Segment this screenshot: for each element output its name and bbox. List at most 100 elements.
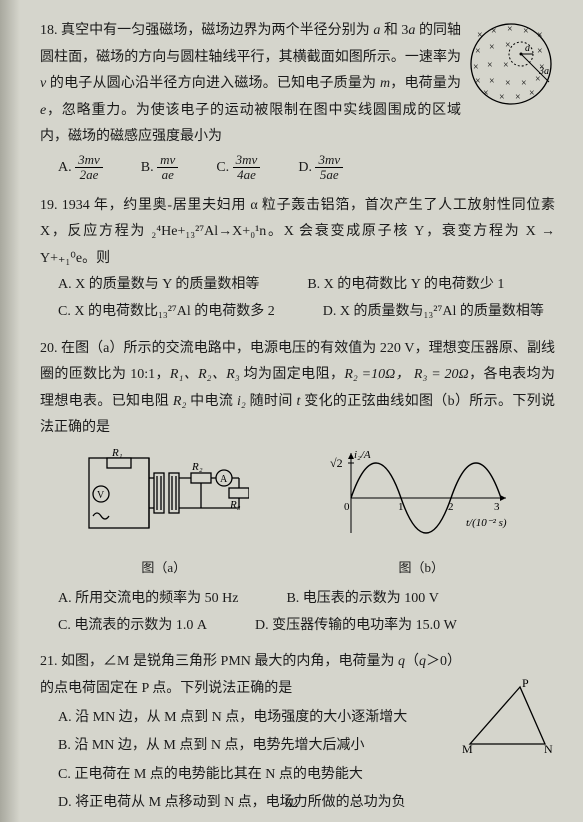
q20-lbl-r2: R₂ <box>191 461 203 473</box>
q18-b-n: mv <box>157 153 178 168</box>
q20-d-t: 变压器传输的电功率为 15.0 W <box>272 618 457 633</box>
q19-a-lbl: A. <box>58 277 72 292</box>
q21-c-t: 正电荷在 M 点的电势能比其在 N 点的电势能大 <box>74 767 363 782</box>
svg-text:3a: 3a <box>538 66 549 77</box>
q20-circuit: R₁ V R₂ A R₃ 图（a） <box>79 448 249 580</box>
q19-d-lbl: D. <box>323 304 337 319</box>
q19-opt-b: B. X 的电荷数比 Y 的电荷数少 1 <box>307 272 504 299</box>
q18-c-lbl: C. <box>216 160 229 175</box>
q21-p: P <box>522 679 529 690</box>
q19-opt-c: C. X 的电荷数比₁₃²⁷Al 的电荷数多 2 <box>58 299 275 326</box>
q20-axis-yv: √2 <box>330 456 343 470</box>
q21-b-t: 沿 MN 边，从 M 点到 N 点，电势先增大后减小 <box>74 738 364 753</box>
q19-options-row1: A. X 的质量数与 Y 的质量数相等 B. X 的电荷数比 Y 的电荷数少 1 <box>58 272 573 299</box>
q18-t5: ，忽略重力。为使该电子的运动被限制在图中实线圆围成的区域内，磁场的磁感应强度最小… <box>40 103 461 145</box>
svg-text:×: × <box>505 78 511 89</box>
q20-lbl-a: A <box>220 474 228 485</box>
q20-opt-a: A. 所用交流电的频率为 50 Hz <box>58 586 238 613</box>
svg-text:×: × <box>521 78 527 89</box>
svg-text:×: × <box>529 88 535 99</box>
q21-t0: 如图，∠M 是锐角三角形 PMN 最大的内角，电荷量为 <box>61 654 398 669</box>
svg-text:×: × <box>475 76 481 87</box>
question-18: ××××× ×××× ×××× ××××× ×××× a 3a 18. 真空中有… <box>40 18 555 183</box>
q18-opt-b: B. mvae <box>141 153 179 183</box>
q18-figure: ××××× ×××× ×××× ××××× ×××× a 3a <box>467 20 555 119</box>
q20-text: 20. 在图（a）所示的交流电路中，电源电压的有效值为 220 V，理想变压器原… <box>40 336 555 442</box>
q20-graph: i₂/A √2 0 1 2 3 t/(10⁻² s) 图（b） <box>326 448 516 580</box>
svg-text:×: × <box>491 26 497 37</box>
q20-t4: 随时间 <box>246 394 297 409</box>
q19-opt-a: A. X 的质量数与 Y 的质量数相等 <box>58 272 259 299</box>
page-number: 62 <box>0 791 583 816</box>
q19-c-lbl: C. <box>58 304 71 319</box>
q19-a-t: X 的质量数与 Y 的质量数相等 <box>75 277 259 292</box>
q21-a-lbl: A. <box>58 710 72 725</box>
svg-text:×: × <box>523 26 529 37</box>
svg-text:×: × <box>537 46 543 57</box>
q20-options-row2: C. 电流表的示数为 1.0 A D. 变压器传输的电功率为 15.0 W <box>58 613 573 640</box>
q20-c-lbl: C. <box>58 618 71 633</box>
q19-text: 19. 1934 年，约里奥-居里夫妇用 α 粒子轰击铝箔，首次产生了人工放射性… <box>40 193 555 273</box>
q20-options-row1: A. 所用交流电的频率为 50 Hz B. 电压表的示数为 100 V <box>58 586 573 613</box>
q18-a-lbl: A. <box>58 160 72 175</box>
q20-r3: i₂ <box>237 394 246 409</box>
q20-opt-c: C. 电流表的示数为 1.0 A <box>58 613 207 640</box>
svg-text:×: × <box>489 76 495 87</box>
svg-text:×: × <box>505 40 511 51</box>
q21-n: N <box>544 742 553 756</box>
q18-opt-a: A. 3mv2ae <box>58 153 103 183</box>
q18-v3: m <box>380 76 390 91</box>
q20-t1: 均为固定电阻， <box>240 367 345 382</box>
q20-opt-d: D. 变压器传输的电功率为 15.0 W <box>255 613 457 640</box>
question-19: 19. 1934 年，约里奥-居里夫妇用 α 粒子轰击铝箔，首次产生了人工放射性… <box>40 193 555 326</box>
q20-num: 20. <box>40 341 58 356</box>
q20-b-t: 电压表的示数为 100 V <box>303 591 439 606</box>
q18-d-lbl: D. <box>298 160 312 175</box>
q19-c-t: X 的电荷数比₁₃²⁷Al 的电荷数多 2 <box>74 304 274 319</box>
svg-text:×: × <box>499 92 505 103</box>
q18-t0: 真空中有一匀强磁场，磁场边界为两个半径分别为 <box>61 23 373 38</box>
q21-c-lbl: C. <box>58 767 71 782</box>
q18-num: 18. <box>40 23 58 38</box>
q18-t1: 和 3 <box>380 23 408 38</box>
q20-lbl-v: V <box>97 490 105 501</box>
q19-opt-d: D. X 的质量数与₁₃²⁷Al 的质量数相等 <box>323 299 544 326</box>
svg-text:×: × <box>475 46 481 57</box>
q21-a-t: 沿 MN 边，从 M 点到 N 点，电场强度的大小逐渐增大 <box>75 710 407 725</box>
svg-text:×: × <box>515 92 521 103</box>
svg-text:×: × <box>503 60 509 71</box>
q21-v0: q <box>398 654 405 669</box>
q20-a-lbl: A. <box>58 591 72 606</box>
q20-axis-x: t/(10⁻² s) <box>466 517 507 529</box>
q20-c-t: 电流表的示数为 1.0 A <box>74 618 207 633</box>
q18-d-n: 3mv <box>315 153 343 168</box>
q18-t3: 的电子从圆心沿半径方向进入磁场。已知电子质量为 <box>46 76 380 91</box>
q20-t3: 中电流 <box>186 394 237 409</box>
q21-figure: P M N <box>460 679 555 768</box>
q19-num: 19. <box>40 198 58 213</box>
q20-a-t: 所用交流电的频率为 50 Hz <box>75 591 238 606</box>
q20-lbl-r3: R₃ <box>229 499 241 511</box>
q21-t1: （ <box>405 654 419 669</box>
q20-r1: R₂ =10Ω， R₃ = 20Ω <box>344 367 468 382</box>
q19-d-t: X 的质量数与₁₃²⁷Al 的质量数相等 <box>340 304 544 319</box>
svg-text:×: × <box>507 24 513 35</box>
q20-caption-a: 图（a） <box>79 556 249 581</box>
q18-a-d: 2ae <box>75 168 103 182</box>
svg-text:×: × <box>473 62 479 73</box>
q20-diagrams: R₁ V R₂ A R₃ 图（a） i₂/A √2 0 1 2 3 <box>40 448 555 580</box>
q18-c-n: 3mv <box>233 153 261 168</box>
q20-axis-y: i₂/A <box>354 449 371 461</box>
q18-d-d: 5ae <box>315 168 343 182</box>
q18-a-n: 3mv <box>75 153 103 168</box>
q20-lbl-r1: R₁ <box>111 448 123 459</box>
q20-x0: 0 <box>344 501 350 513</box>
q20-x3: 3 <box>494 501 500 513</box>
q19-b-lbl: B. <box>307 277 320 292</box>
q19-body: 1934 年，约里奥-居里夫妇用 α 粒子轰击铝箔，首次产生了人工放射性同位素 … <box>40 198 555 266</box>
q18-opt-c: C. 3mv4ae <box>216 153 260 183</box>
q18-opt-d: D. 3mv5ae <box>298 153 343 183</box>
q21-b-lbl: B. <box>58 738 71 753</box>
q19-b-t: X 的电荷数比 Y 的电荷数少 1 <box>324 277 505 292</box>
q19-options-row2: C. X 的电荷数比₁₃²⁷Al 的电荷数多 2 D. X 的质量数与₁₃²⁷A… <box>58 299 573 326</box>
